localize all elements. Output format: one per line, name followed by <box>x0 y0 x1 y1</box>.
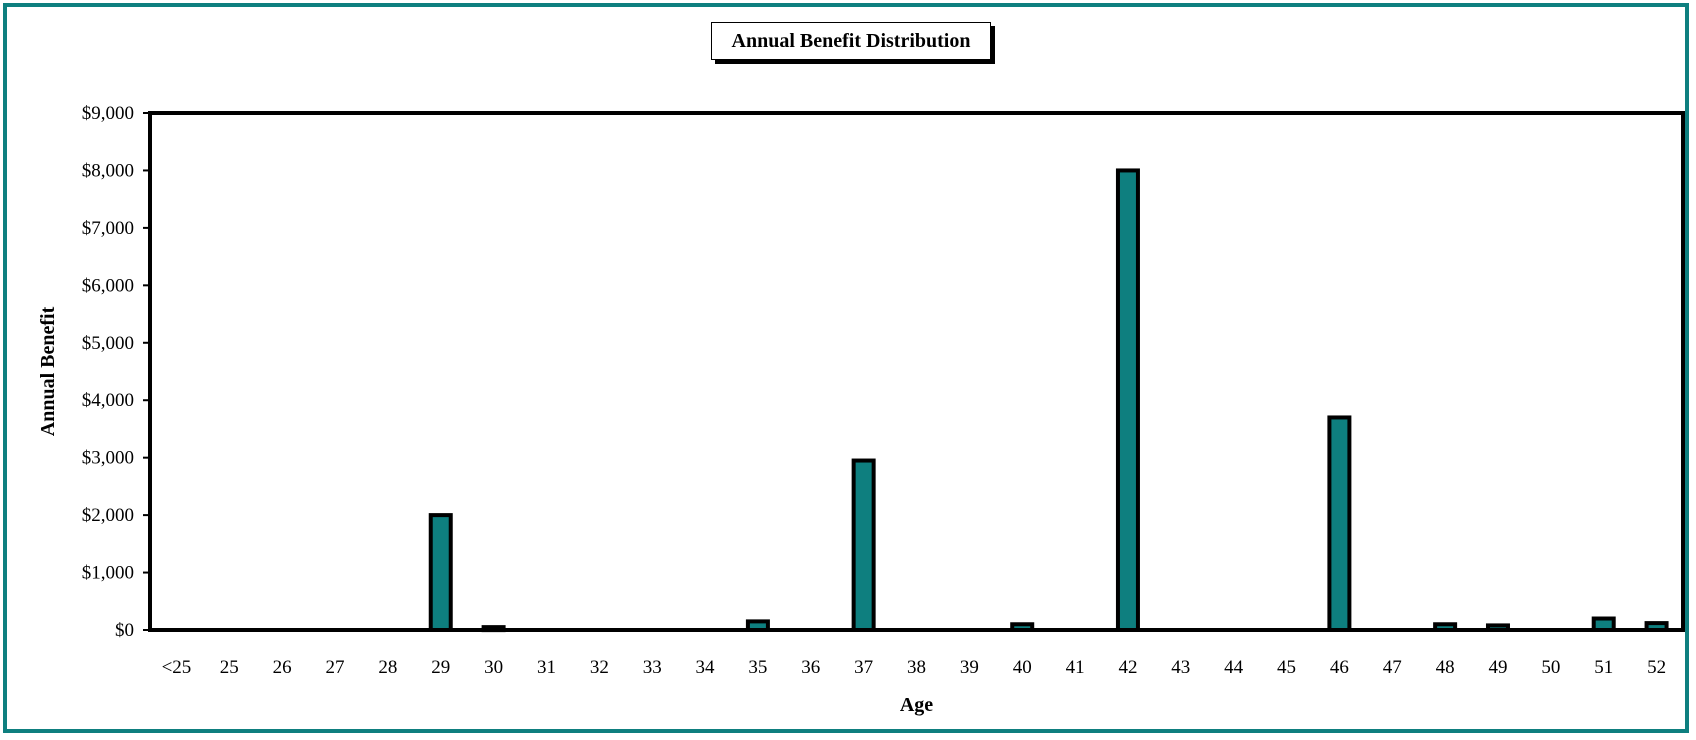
bar <box>1115 168 1140 632</box>
x-tick-label: 48 <box>1436 657 1455 678</box>
y-tick-label: $1,000 <box>82 563 134 584</box>
y-tick-label: $2,000 <box>82 505 134 526</box>
y-tick-label: $7,000 <box>82 218 134 239</box>
x-tick-label: 46 <box>1330 657 1349 678</box>
x-axis-title: Age <box>900 694 933 716</box>
y-axis-ticks: $0 $1,000 $2,000 $3,000 $4,000 $5,000 $6,000 $7… <box>82 103 150 641</box>
x-tick-label: 45 <box>1277 657 1296 678</box>
x-tick-label: 41 <box>1066 657 1085 678</box>
bar <box>1327 415 1352 633</box>
x-tick-label: 35 <box>748 657 767 678</box>
x-tick-label: 49 <box>1488 657 1507 678</box>
x-tick-label: 39 <box>960 657 979 678</box>
x-tick-label: 51 <box>1594 657 1613 678</box>
x-tick-label: 43 <box>1171 657 1190 678</box>
chart-title-box: Annual Benefit Distribution <box>711 22 991 60</box>
x-tick-label: 30 <box>484 657 503 678</box>
x-tick-label: <25 <box>162 657 192 678</box>
chart-frame <box>3 3 1689 733</box>
x-tick-label: 42 <box>1118 657 1137 678</box>
y-tick-label: $4,000 <box>82 390 134 411</box>
x-tick-label: 50 <box>1541 657 1560 678</box>
x-tick-label: 44 <box>1224 657 1244 678</box>
x-tick-label: 36 <box>801 657 820 678</box>
x-tick-label: 47 <box>1383 657 1402 678</box>
x-tick-label: 33 <box>643 657 662 678</box>
bar-series <box>428 168 1669 633</box>
y-tick-label: $9,000 <box>82 103 134 124</box>
x-tick-label: 37 <box>854 657 873 678</box>
x-tick-label: 31 <box>537 657 556 678</box>
x-tick-label: 27 <box>326 657 345 678</box>
chart-title: Annual Benefit Distribution <box>731 29 971 52</box>
x-tick-label: 34 <box>696 657 716 678</box>
y-axis-title: Annual Benefit <box>37 306 59 436</box>
y-tick-label: $3,000 <box>82 448 134 469</box>
y-tick-label: $0 <box>115 620 134 641</box>
x-axis-ticks: <25 25 26 27 28 29 30 31 32 33 34 35 36 37 38 39 40 41 42 4… <box>162 657 1666 678</box>
y-tick-label: $6,000 <box>82 275 134 296</box>
x-tick-label: 29 <box>431 657 450 678</box>
y-tick-label: $5,000 <box>82 333 134 354</box>
bar <box>851 458 876 632</box>
x-tick-label: 40 <box>1013 657 1032 678</box>
x-tick-label: 25 <box>220 657 239 678</box>
x-tick-label: 52 <box>1647 657 1666 678</box>
x-tick-label: 26 <box>273 657 292 678</box>
y-tick-label: $8,000 <box>82 160 134 181</box>
bar <box>428 513 453 632</box>
x-tick-label: 38 <box>907 657 926 678</box>
x-tick-label: 32 <box>590 657 609 678</box>
plot-area-border <box>148 111 1685 632</box>
x-tick-label: 28 <box>378 657 397 678</box>
